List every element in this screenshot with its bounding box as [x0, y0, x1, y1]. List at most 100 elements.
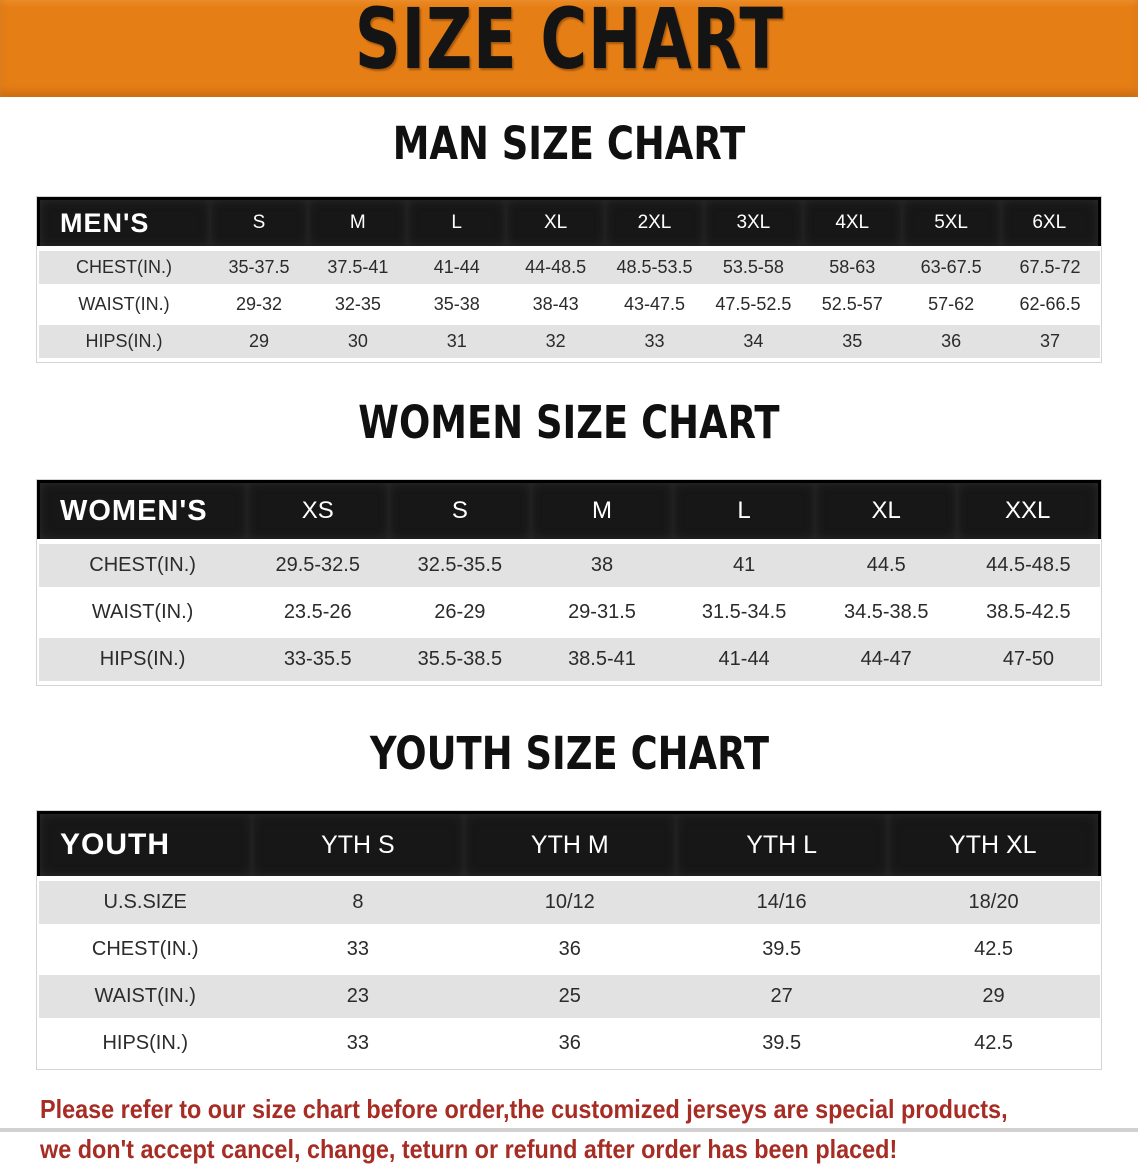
size-value-cell: 14/16 — [675, 876, 888, 928]
size-column-header: YTH XL — [887, 811, 1101, 880]
size-column-header: M — [308, 197, 408, 250]
page-title: SIZE CHART — [354, 0, 784, 88]
size-header-row: WOMEN'S XS S M L XL XXL — [36, 480, 1102, 543]
size-value-cell: 33-35.5 — [246, 636, 389, 685]
women-chart-heading-text: WOMEN SIZE CHART — [358, 396, 780, 449]
size-value-cell: 39.5 — [675, 926, 888, 975]
size-column-header: XXL — [957, 480, 1102, 543]
row-label: CHEST(IN.) — [38, 926, 252, 975]
size-column-header: YTH M — [463, 811, 676, 880]
size-value-cell: 29-31.5 — [530, 589, 674, 638]
size-value-cell: 10/12 — [463, 876, 676, 928]
size-column-header: S — [209, 197, 309, 250]
size-value-cell: 30 — [308, 323, 408, 362]
size-value-cell: 62-66.5 — [1000, 286, 1100, 325]
size-value-cell: 42.5 — [887, 926, 1100, 975]
size-column-header: 4XL — [802, 197, 902, 250]
women-size-chart-section: WOMEN SIZE CHART WOMEN'S XS S M L XL XXL CHEST(… — [36, 396, 1102, 686]
size-value-cell: 63-67.5 — [901, 246, 1001, 288]
size-value-cell: 8 — [251, 876, 464, 928]
size-column-header: 6XL — [1000, 197, 1101, 250]
row-label: HIPS(IN.) — [38, 636, 247, 685]
size-value-cell: 41-44 — [673, 636, 816, 685]
size-value-cell: 23 — [251, 973, 464, 1022]
measurement-row: CHEST(IN.) 33 36 39.5 42.5 — [38, 926, 1100, 975]
youth-size-chart-section: YOUTH SIZE CHART YOUTH YTH S YTH M YTH L YTH… — [36, 727, 1102, 1070]
size-value-cell: 36 — [901, 323, 1001, 362]
size-value-cell: 32-35 — [308, 286, 408, 325]
size-value-cell: 31.5-34.5 — [673, 589, 816, 638]
size-value-cell: 35-38 — [407, 286, 507, 325]
size-value-cell: 48.5-53.5 — [605, 246, 704, 288]
size-value-cell: 44-48.5 — [506, 246, 606, 288]
size-value-cell: 52.5-57 — [802, 286, 902, 325]
row-label: HIPS(IN.) — [38, 1020, 252, 1069]
size-value-cell: 36 — [463, 1020, 676, 1069]
size-value-cell: 53.5-58 — [703, 246, 803, 288]
size-value-cell: 33 — [605, 323, 704, 362]
measurement-row: WAIST(IN.) 23.5-26 26-29 29-31.5 31.5-34.5 34… — [38, 589, 1100, 638]
size-value-cell: 44-47 — [815, 636, 958, 685]
size-column-header: XL — [815, 480, 958, 543]
size-value-cell: 41-44 — [407, 246, 507, 288]
size-value-cell: 47-50 — [957, 636, 1100, 685]
size-value-cell: 44.5 — [815, 539, 958, 591]
size-column-header: YTH S — [251, 811, 464, 880]
size-value-cell: 47.5-52.5 — [703, 286, 803, 325]
size-value-cell: 29 — [887, 973, 1100, 1022]
size-value-cell: 29 — [209, 323, 309, 362]
size-value-cell: 37.5-41 — [308, 246, 408, 288]
size-value-cell: 31 — [407, 323, 507, 362]
size-value-cell: 27 — [675, 973, 888, 1022]
youth-chart-heading-text: YOUTH SIZE CHART — [369, 727, 769, 780]
size-value-cell: 32.5-35.5 — [388, 539, 531, 591]
size-value-cell: 18/20 — [887, 876, 1100, 928]
size-value-cell: 34.5-38.5 — [815, 589, 958, 638]
size-value-cell: 25 — [463, 973, 676, 1022]
size-value-cell: 37 — [1000, 323, 1100, 362]
row-label: WAIST(IN.) — [38, 589, 247, 638]
size-value-cell: 38.5-41 — [530, 636, 674, 685]
disclaimer-line-1: Please refer to our size chart before or… — [40, 1094, 1008, 1124]
size-header-row: MEN'S S M L XL 2XL 3XL 4XL 5XL 6XL — [36, 197, 1101, 250]
size-value-cell: 41 — [673, 539, 816, 591]
youth-size-table: YOUTH YTH S YTH M YTH L YTH XL U.S.SIZE 8 10/12… — [36, 810, 1102, 1070]
row-label: HIPS(IN.) — [38, 323, 210, 362]
size-value-cell: 57-62 — [901, 286, 1001, 325]
size-column-header: L — [407, 197, 507, 250]
measurement-row: U.S.SIZE 8 10/12 14/16 18/20 — [38, 876, 1100, 928]
size-value-cell: 38.5-42.5 — [957, 589, 1100, 638]
size-column-header: YTH L — [675, 811, 888, 880]
table-corner-label: MEN'S — [36, 197, 210, 250]
size-value-cell: 34 — [703, 323, 803, 362]
size-value-cell: 44.5-48.5 — [957, 539, 1100, 591]
size-value-cell: 33 — [251, 1020, 464, 1069]
size-value-cell: 26-29 — [388, 589, 531, 638]
row-label: CHEST(IN.) — [38, 539, 247, 591]
men-size-table: MEN'S S M L XL 2XL 3XL 4XL 5XL 6XL CHEST(IN.) 35-37… — [36, 196, 1102, 363]
men-size-chart-section: MAN SIZE CHART MEN'S S M L XL 2XL 3XL 4XL 5XL 6XL… — [36, 117, 1102, 363]
size-value-cell: 32 — [506, 323, 606, 362]
charts-content: MAN SIZE CHART MEN'S S M L XL 2XL 3XL 4XL 5XL 6XL… — [0, 117, 1138, 1070]
size-value-cell: 35.5-38.5 — [388, 636, 531, 685]
measurement-row: CHEST(IN.) 35-37.5 37.5-41 41-44 44-48.5 48.5… — [38, 246, 1100, 288]
size-value-cell: 23.5-26 — [246, 589, 389, 638]
size-column-header: XL — [506, 197, 606, 250]
size-column-header: 5XL — [901, 197, 1001, 250]
size-column-header: L — [673, 480, 816, 543]
size-value-cell: 39.5 — [675, 1020, 888, 1069]
men-chart-heading: MAN SIZE CHART — [37, 117, 1101, 179]
men-chart-heading-text: MAN SIZE CHART — [392, 117, 746, 170]
size-value-cell: 42.5 — [887, 1020, 1100, 1069]
size-column-header: S — [388, 480, 531, 543]
measurement-row: WAIST(IN.) 29-32 32-35 35-38 38-43 43-47.5 47.… — [38, 286, 1100, 325]
size-column-header: M — [530, 480, 674, 543]
size-value-cell: 36 — [463, 926, 676, 975]
size-value-cell: 43-47.5 — [605, 286, 704, 325]
measurement-row: HIPS(IN.) 33-35.5 35.5-38.5 38.5-41 41-44 44-… — [38, 636, 1100, 685]
disclaimer-line-2: we don't accept cancel, change, teturn o… — [40, 1134, 898, 1164]
size-value-cell: 29.5-32.5 — [246, 539, 389, 591]
measurement-row: HIPS(IN.) 33 36 39.5 42.5 — [38, 1020, 1100, 1069]
size-value-cell: 67.5-72 — [1000, 246, 1100, 288]
